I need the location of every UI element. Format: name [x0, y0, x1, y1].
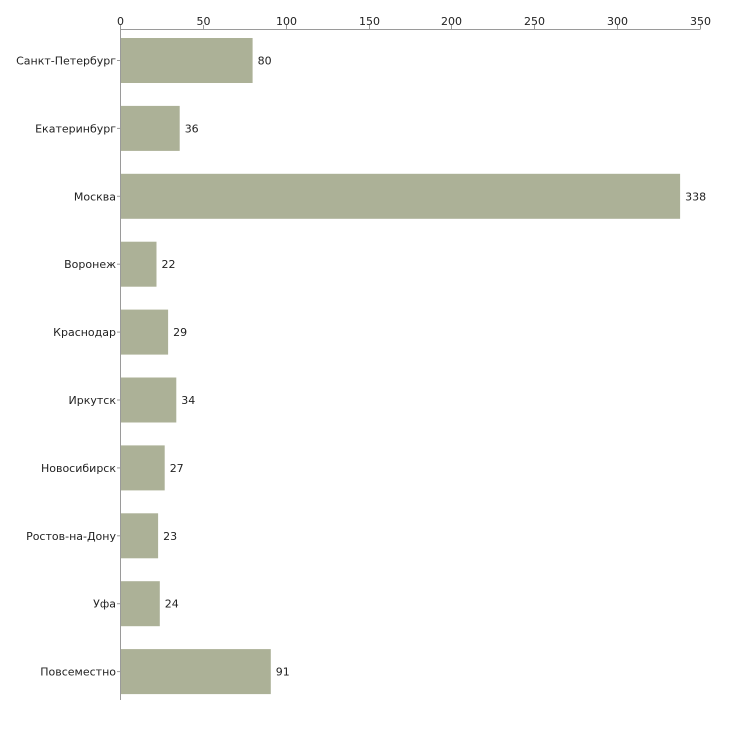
- value-label: 34: [181, 394, 195, 407]
- category-label: Повсеместно: [40, 666, 116, 679]
- value-label: 338: [685, 190, 706, 203]
- category-label: Новосибирск: [41, 462, 116, 475]
- value-label: 80: [258, 55, 272, 68]
- x-tick-label: 100: [276, 15, 297, 28]
- x-tick-label: 250: [524, 15, 545, 28]
- x-tick-label: 200: [441, 15, 462, 28]
- bar: [121, 649, 271, 695]
- value-label: 27: [170, 462, 184, 475]
- bar: [121, 581, 160, 627]
- x-tick-label: 300: [607, 15, 628, 28]
- bar: [121, 38, 253, 83]
- bar: [121, 377, 177, 423]
- x-tick-label: 0: [117, 15, 124, 28]
- bar: [121, 173, 681, 219]
- bar: [121, 105, 180, 151]
- category-label: Ростов-на-Дону: [26, 530, 116, 543]
- x-tick-label: 50: [197, 15, 211, 28]
- x-axis-ticks: 0 50 100 150 200 250 300 350: [117, 15, 711, 30]
- category-label: Краснодар: [53, 326, 116, 339]
- bar: [121, 513, 159, 559]
- bar: [121, 445, 165, 491]
- x-tick-label: 150: [359, 15, 380, 28]
- category-label: Москва: [74, 190, 116, 203]
- value-label: 24: [165, 598, 179, 611]
- value-label: 29: [173, 326, 187, 339]
- category-labels: Санкт-Петербург Екатеринбург Москва Воронеж…: [16, 55, 121, 679]
- category-label: Екатеринбург: [35, 122, 116, 135]
- value-label: 91: [276, 666, 290, 679]
- category-label: Иркутск: [69, 394, 117, 407]
- value-label: 22: [162, 258, 176, 271]
- bar: [121, 241, 157, 287]
- bar: [121, 309, 169, 355]
- bars-group: 80 36 338 22 29 34 27 23 24 91: [121, 38, 706, 695]
- value-label: 23: [163, 530, 177, 543]
- category-label: Воронеж: [64, 258, 116, 271]
- category-label: Санкт-Петербург: [16, 55, 116, 68]
- value-label: 36: [185, 122, 199, 135]
- category-label: Уфа: [93, 598, 116, 611]
- x-tick-label: 350: [690, 15, 711, 28]
